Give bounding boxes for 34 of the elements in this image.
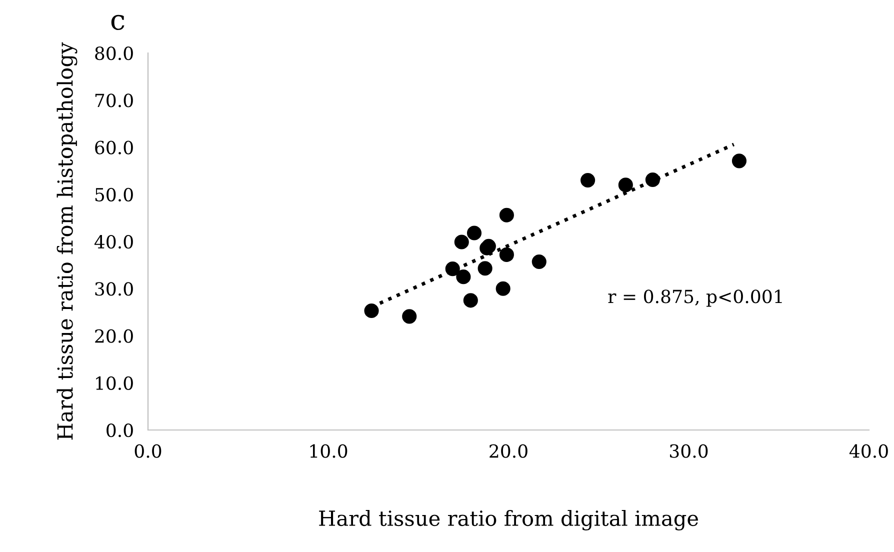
point: [499, 247, 514, 262]
x-tick-label: 10.0: [310, 444, 348, 458]
point: [732, 154, 746, 168]
point: [499, 208, 514, 222]
x-tick-label: 0.0: [134, 444, 162, 458]
y-tick-label: 10.0: [96, 376, 133, 390]
y-axis-title: Hard tissue ratio from histopathology: [56, 42, 78, 440]
y-tick-label: 70.0: [95, 94, 133, 108]
y-tick-label: 50.0: [95, 188, 133, 202]
x-tick-label: 20.0: [490, 444, 528, 458]
y-tick-label: 60.0: [95, 140, 133, 154]
point: [645, 172, 660, 188]
point: [445, 262, 460, 276]
y-tick-label: 20.0: [95, 329, 133, 343]
point: [466, 226, 482, 240]
chart-title: c: [111, 14, 124, 30]
point: [463, 293, 478, 308]
annotation: r = 0.875, p<0.001: [608, 290, 782, 307]
point: [532, 254, 546, 270]
point: [456, 270, 471, 284]
y-tick-label: 80.0: [95, 46, 133, 60]
point: [478, 261, 492, 276]
point: [402, 309, 417, 324]
x-tick-label: 40.0: [849, 444, 888, 458]
point: [580, 172, 596, 188]
point: [618, 178, 633, 192]
x-tick-label: 30.0: [670, 444, 708, 458]
point: [496, 281, 510, 296]
point: [364, 303, 379, 318]
y-tick-label: 30.0: [95, 282, 133, 296]
y-tick-label: 0.0: [106, 423, 133, 438]
y-tick-label: 40.0: [94, 234, 133, 249]
x-axis-title: Hard tissue ratio from digital image: [319, 510, 698, 530]
point: [454, 234, 469, 250]
